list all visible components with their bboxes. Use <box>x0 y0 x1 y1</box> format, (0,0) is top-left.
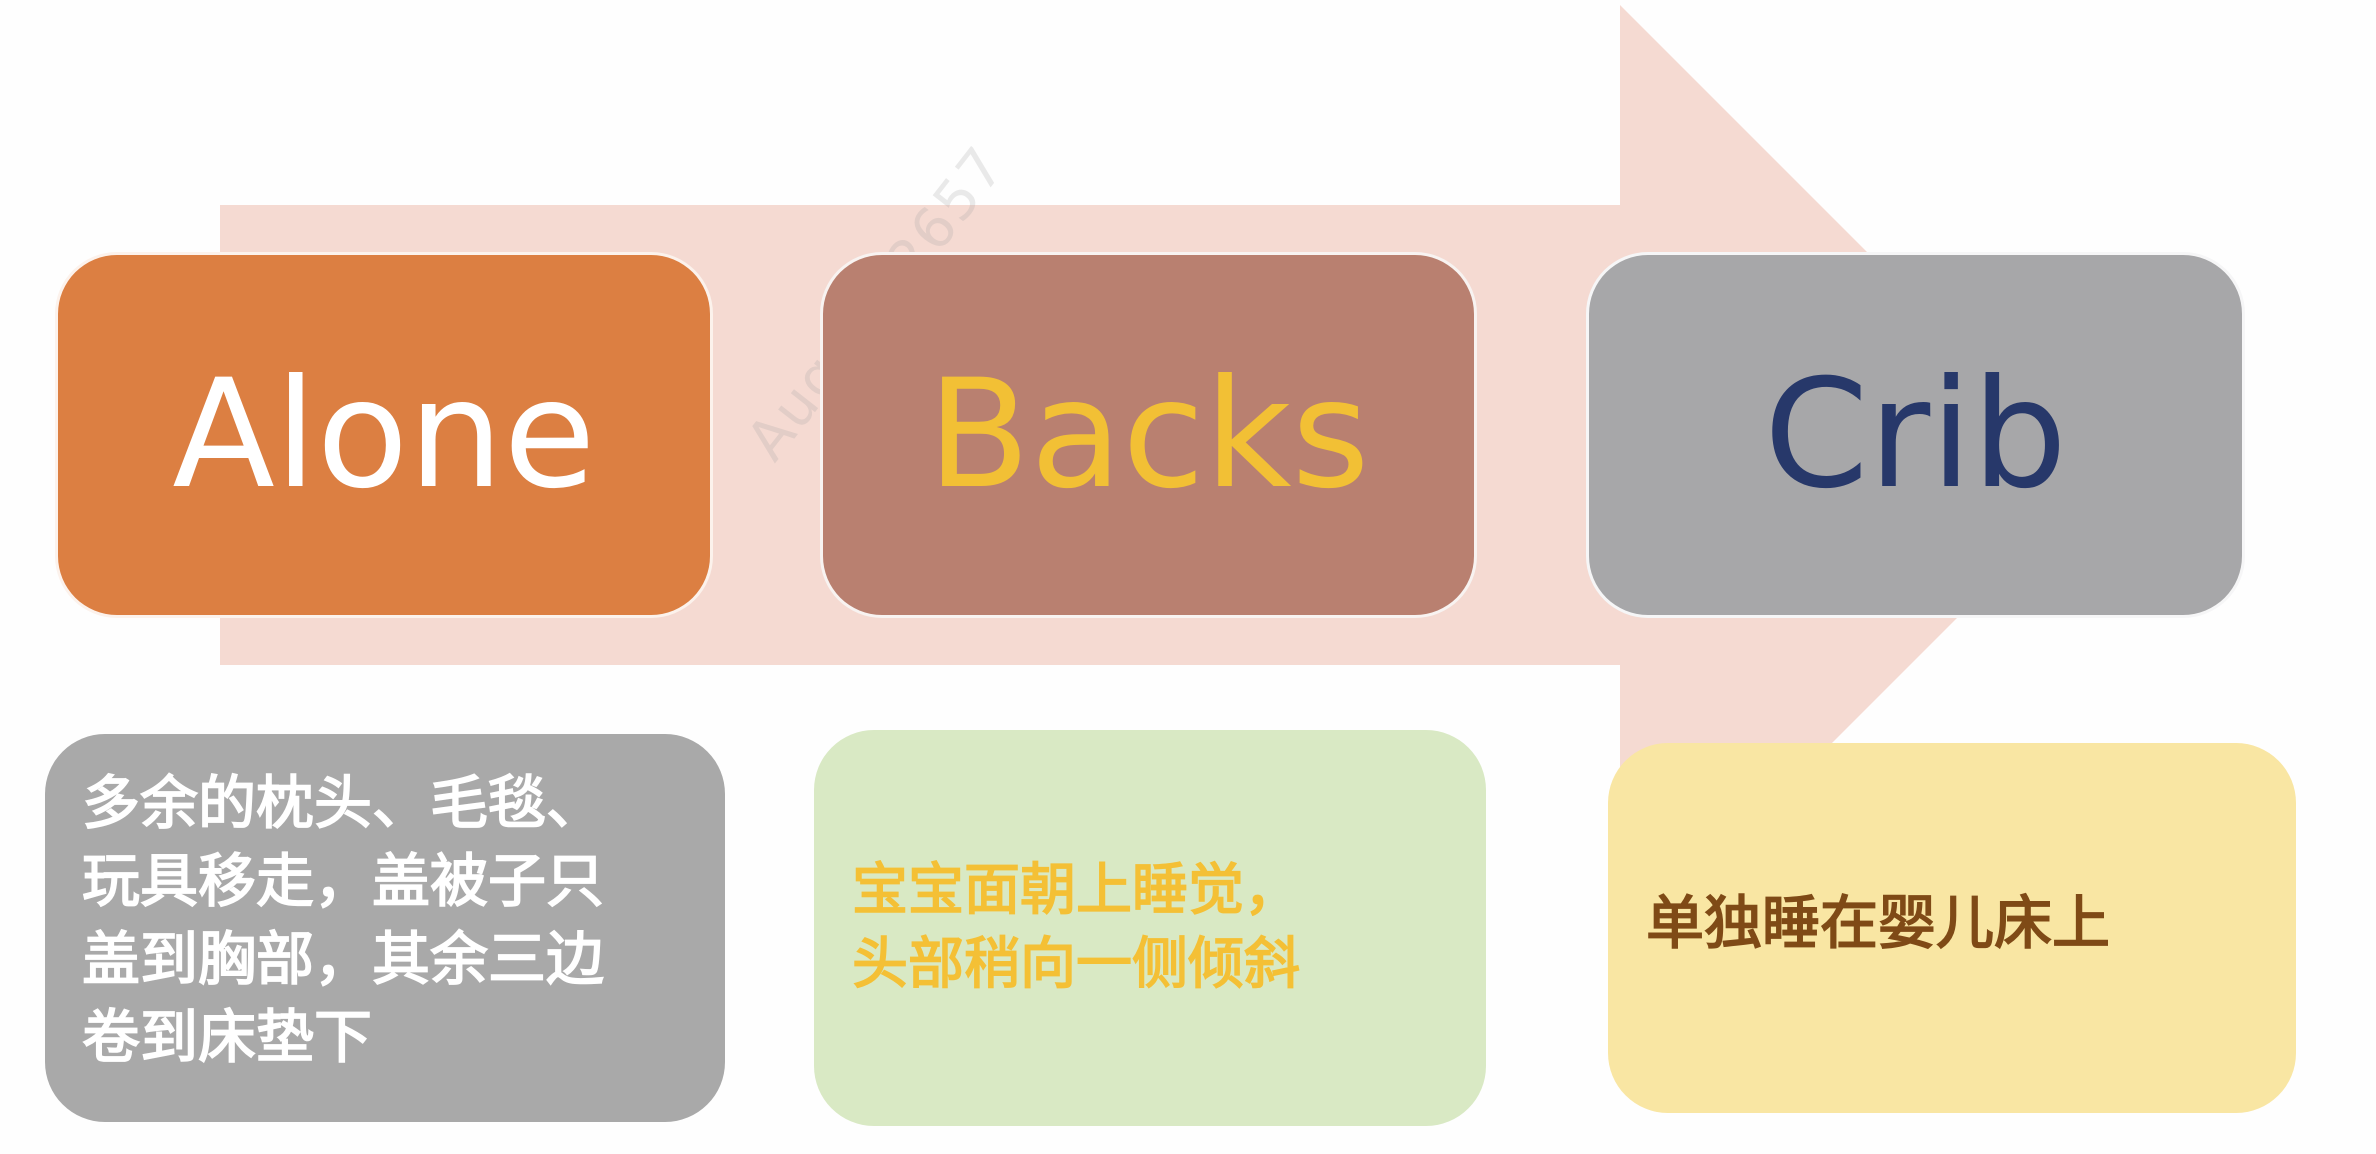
step-keyword-crib: Crib <box>1763 348 2068 522</box>
note-backs-line: 头部稍向一侧倾斜 <box>852 932 1300 997</box>
note-crib: 单独睡在婴儿床上 <box>1608 743 2296 1113</box>
note-backs: 宝宝面朝上睡觉， 头部稍向一侧倾斜 <box>814 730 1486 1126</box>
step-keyword-alone: Alone <box>172 348 596 522</box>
step-box-alone: Alone <box>55 252 713 618</box>
note-alone-line: 盖到胸部，其余三边 <box>82 925 605 993</box>
step-box-backs: Backs <box>820 252 1477 618</box>
note-alone-line: 多余的枕头、毛毯、 <box>82 769 605 837</box>
note-alone-line: 玩具移走，盖被子只 <box>82 847 605 915</box>
step-box-crib: Crib <box>1586 252 2245 618</box>
note-backs-line: 宝宝面朝上睡觉， <box>852 858 1300 923</box>
note-alone: 多余的枕头、毛毯、 玩具移走，盖被子只 盖到胸部，其余三边 卷到床垫下 <box>45 734 725 1122</box>
step-keyword-backs: Backs <box>927 348 1370 522</box>
note-alone-line: 卷到床垫下 <box>82 1003 373 1071</box>
note-crib-line: 单独睡在婴儿床上 <box>1646 889 2111 957</box>
